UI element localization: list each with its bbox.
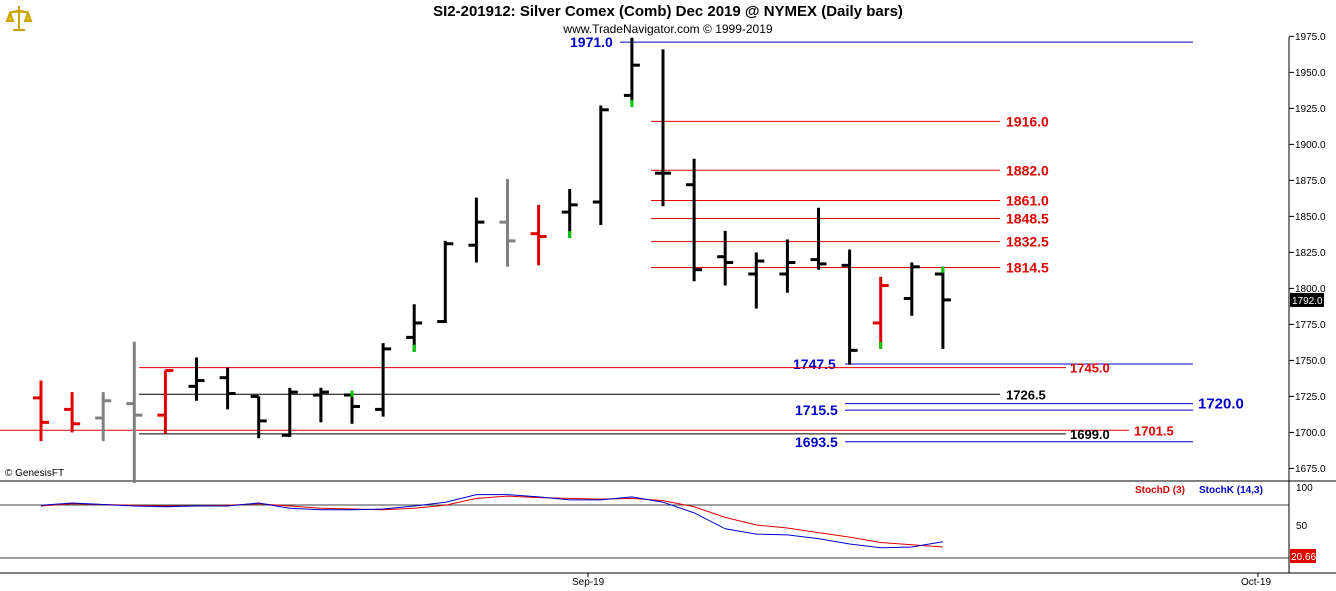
- x-tick-label: Sep-19: [572, 577, 605, 588]
- y-tick-label: 1850.0: [1295, 212, 1326, 223]
- y-tick-label: 1925.0: [1295, 104, 1326, 115]
- level-label: 1971.0: [570, 34, 613, 50]
- y-tick-label: 1700.0: [1295, 428, 1326, 439]
- ohlc-bar: [499, 178, 516, 267]
- y-tick-label: 1725.0: [1295, 392, 1326, 403]
- y-tick-label: 1750.0: [1295, 356, 1326, 367]
- ohlc-bar: [779, 239, 796, 293]
- ohlc-bar: [934, 266, 951, 349]
- chart-subtitle: www.TradeNavigator.com © 1999-2019: [563, 22, 773, 36]
- bars-layer: [33, 37, 951, 483]
- ohlc-bar: [903, 262, 920, 316]
- main-panel: [0, 37, 1336, 574]
- ohlc-bar: [188, 357, 205, 401]
- ohlc-bar: [810, 207, 827, 270]
- y-tick-label: 1875.0: [1295, 176, 1326, 187]
- ohlc-bar: [64, 392, 81, 433]
- level-label: 1715.5: [795, 402, 838, 418]
- ohlc-bar: [686, 158, 703, 282]
- price-axis: 1975.0 1950.0 1925.0 1900.0 1875.0 1850.0 1825…: [1289, 32, 1326, 475]
- ohlc-bar: [33, 380, 49, 442]
- genesis-logo-icon: [5, 6, 33, 31]
- last-price-label: 1792.0: [1292, 296, 1323, 307]
- osc-y-tick-label: 100: [1296, 483, 1313, 494]
- ohlc-bar: [872, 276, 889, 349]
- y-tick-label: 1975.0: [1295, 32, 1326, 43]
- ohlc-bar: [219, 367, 236, 410]
- ohlc-bar: [655, 49, 671, 207]
- level-label: 1747.5: [793, 356, 836, 372]
- ohlc-bar: [126, 341, 143, 483]
- y-tick-label: 1900.0: [1295, 140, 1326, 151]
- osc-last-value-box: [1290, 549, 1316, 563]
- watermark: © GenesisFT: [5, 468, 65, 479]
- ohlc-bar: [406, 304, 423, 352]
- level-label: 1832.5: [1006, 234, 1049, 250]
- x-tick-label: Oct-19: [1241, 577, 1271, 588]
- level-label: 1882.0: [1006, 162, 1049, 178]
- ohlc-bar: [592, 105, 609, 226]
- ohlc-bar: [312, 387, 329, 423]
- level-label: 1701.5: [1134, 423, 1174, 438]
- y-tick-label: 1825.0: [1295, 248, 1326, 259]
- legend-stochk: StochK (14,3): [1199, 485, 1263, 496]
- level-label: 1745.0: [1070, 361, 1110, 376]
- osc-series-line: [40, 494, 943, 549]
- ohlc-bar: [344, 390, 360, 424]
- ohlc-bar: [748, 252, 765, 309]
- y-tick-label: 1775.0: [1295, 320, 1326, 331]
- ohlc-bar: [157, 369, 174, 434]
- ohlc-bar: [717, 230, 734, 286]
- y-tick-label: 1675.0: [1295, 464, 1326, 475]
- level-label: 1720.0: [1198, 396, 1244, 413]
- ohlc-bar: [437, 240, 454, 324]
- ohlc-bar: [95, 392, 112, 442]
- level-label: 1693.5: [795, 434, 838, 450]
- ohlc-bar: [841, 249, 858, 365]
- level-label: 1848.5: [1006, 211, 1049, 227]
- ohlc-bar: [250, 394, 267, 439]
- y-tick-label: 1950.0: [1295, 68, 1326, 79]
- osc-series-line: [40, 495, 943, 548]
- y-tick-label: 1800.0: [1295, 284, 1326, 295]
- ohlc-bar: [530, 204, 547, 266]
- ohlc-bar: [623, 37, 640, 107]
- ohlc-bar: [561, 189, 578, 238]
- level-label: 1916.0: [1006, 113, 1049, 129]
- date-axis: Sep-19 Oct-19: [572, 573, 1271, 588]
- ohlc-bar: [468, 197, 485, 263]
- level-label: 1699.0: [1070, 427, 1110, 442]
- oscillator-panel: 100 50 StochD (3) StochK (14,3) 20.66: [0, 483, 1316, 563]
- ohlc-bar: [375, 343, 392, 417]
- chart-title: SI2-201912: Silver Comex (Comb) Dec 2019…: [433, 3, 903, 20]
- osc-last-value-label: 20.66: [1291, 552, 1316, 563]
- level-label: 1814.5: [1006, 260, 1049, 276]
- ohlc-bar: [281, 387, 298, 437]
- level-label: 1861.0: [1006, 193, 1049, 209]
- osc-y-tick-label: 50: [1296, 521, 1308, 532]
- last-price-box: [1290, 292, 1324, 307]
- level-label: 1726.5: [1006, 387, 1046, 402]
- legend-stochd: StochD (3): [1135, 485, 1185, 496]
